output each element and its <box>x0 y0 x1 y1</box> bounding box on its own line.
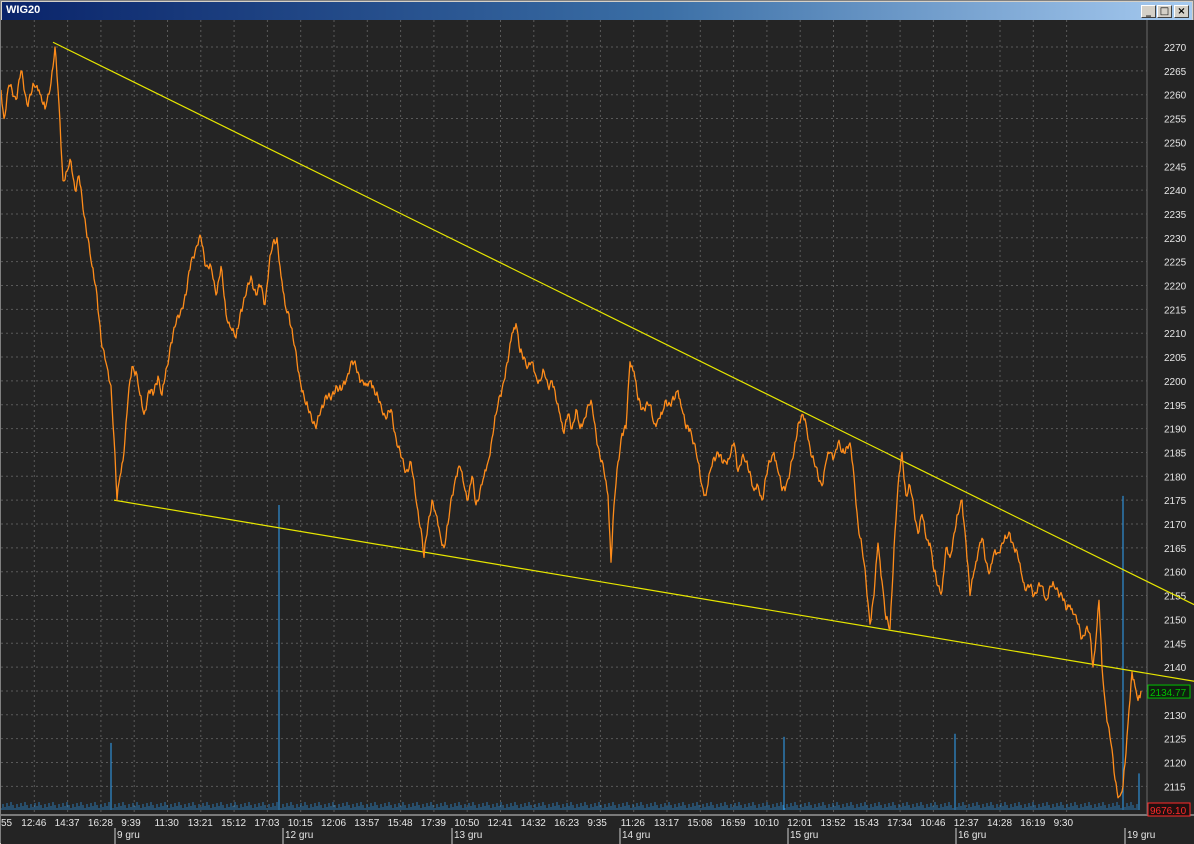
x-tick-label: 10:10 <box>754 818 779 829</box>
x-tick-label: 16:28 <box>88 818 113 829</box>
x-tick-label: 9:30 <box>1054 818 1074 829</box>
window-title: WIG20 <box>6 4 41 16</box>
y-tick-label: 2260 <box>1164 91 1187 102</box>
x-tick-label: 10:15 <box>288 818 313 829</box>
x-tick-label: 15:43 <box>854 818 879 829</box>
x-tick-label: 11:30 <box>155 818 180 829</box>
date-label: 14 gru <box>622 830 650 841</box>
x-tick-label: 15:12 <box>221 818 246 829</box>
trend-line <box>52 41 1194 606</box>
minimize-button[interactable]: _ <box>1141 5 1156 18</box>
date-label: 9 gru <box>117 830 140 841</box>
date-label: 13 gru <box>454 830 482 841</box>
price-chart[interactable]: 2115212021252130213521402145215021552160… <box>1 20 1194 844</box>
y-tick-label: 2165 <box>1164 544 1187 555</box>
x-tick-label: 11:26 <box>621 818 646 829</box>
y-tick-label: 2190 <box>1164 425 1187 436</box>
x-tick-label: 10:46 <box>920 818 945 829</box>
y-tick-label: 2250 <box>1164 138 1187 149</box>
x-tick-label: 12:01 <box>787 818 812 829</box>
y-tick-label: 2230 <box>1164 234 1187 245</box>
y-tick-label: 2185 <box>1164 448 1187 459</box>
x-tick-label: 55 <box>1 818 13 829</box>
x-tick-label: 15:48 <box>388 818 413 829</box>
y-tick-label: 2140 <box>1164 663 1187 674</box>
volume-baseline <box>1 802 1140 810</box>
y-tick-label: 2145 <box>1164 639 1187 650</box>
y-tick-label: 2270 <box>1164 43 1187 54</box>
x-tick-label: 9:39 <box>121 818 141 829</box>
y-tick-label: 2175 <box>1164 496 1187 507</box>
x-tick-label: 9:35 <box>587 818 607 829</box>
price-chart-svg: 2115212021252130213521402145215021552160… <box>1 20 1194 844</box>
x-tick-label: 10:50 <box>454 818 479 829</box>
y-tick-label: 2205 <box>1164 353 1187 364</box>
x-tick-label: 16:23 <box>554 818 579 829</box>
x-tick-label: 12:41 <box>488 818 513 829</box>
date-label: 12 gru <box>285 830 313 841</box>
y-tick-label: 2220 <box>1164 282 1187 293</box>
maximize-button[interactable]: □ <box>1157 5 1172 18</box>
x-tick-label: 14:32 <box>521 818 546 829</box>
x-tick-label: 13:52 <box>821 818 846 829</box>
x-tick-label: 14:37 <box>55 818 80 829</box>
last-price-box <box>1147 684 1191 699</box>
y-tick-label: 2245 <box>1164 162 1187 173</box>
title-bar[interactable]: WIG20 _ □ × <box>2 2 1192 20</box>
y-tick-label: 2195 <box>1164 401 1187 412</box>
y-tick-label: 2180 <box>1164 472 1187 483</box>
y-tick-label: 2160 <box>1164 568 1187 579</box>
last-volume-label: 9676.10 <box>1150 806 1187 817</box>
y-tick-label: 2215 <box>1164 305 1187 316</box>
x-tick-label: 16:59 <box>721 818 746 829</box>
last-volume-box <box>1147 802 1191 817</box>
x-tick-label: 14:28 <box>987 818 1012 829</box>
date-label: 16 gru <box>958 830 986 841</box>
x-tick-label: 12:06 <box>321 818 346 829</box>
x-tick-label: 17:39 <box>421 818 446 829</box>
x-tick-label: 17:34 <box>887 818 912 829</box>
price-line <box>1 46 1142 799</box>
y-tick-label: 2120 <box>1164 759 1187 770</box>
x-tick-label: 17:03 <box>254 818 279 829</box>
x-tick-label: 12:46 <box>21 818 46 829</box>
y-tick-label: 2130 <box>1164 711 1187 722</box>
x-tick-label: 12:37 <box>954 818 979 829</box>
y-tick-label: 2200 <box>1164 377 1187 388</box>
x-tick-label: 13:57 <box>354 818 379 829</box>
close-button[interactable]: × <box>1174 5 1189 18</box>
y-tick-label: 2170 <box>1164 520 1187 531</box>
y-tick-label: 2255 <box>1164 115 1187 126</box>
date-label: 15 gru <box>790 830 818 841</box>
y-tick-label: 2235 <box>1164 210 1187 221</box>
trend-line <box>113 499 1194 682</box>
date-label: 19 gru <box>1127 830 1155 841</box>
x-tick-label: 16:19 <box>1020 818 1045 829</box>
y-tick-label: 2115 <box>1164 782 1186 793</box>
y-tick-label: 2265 <box>1164 67 1187 78</box>
y-tick-label: 2240 <box>1164 186 1187 197</box>
y-tick-label: 2210 <box>1164 329 1187 340</box>
y-tick-label: 2225 <box>1164 258 1187 269</box>
last-price-label: 2134.77 <box>1150 688 1187 699</box>
y-tick-label: 2150 <box>1164 615 1187 626</box>
x-tick-label: 13:21 <box>188 818 213 829</box>
y-tick-label: 2125 <box>1164 735 1187 746</box>
x-tick-label: 13:17 <box>654 818 679 829</box>
y-tick-label: 2155 <box>1164 592 1187 603</box>
x-tick-label: 15:08 <box>687 818 712 829</box>
